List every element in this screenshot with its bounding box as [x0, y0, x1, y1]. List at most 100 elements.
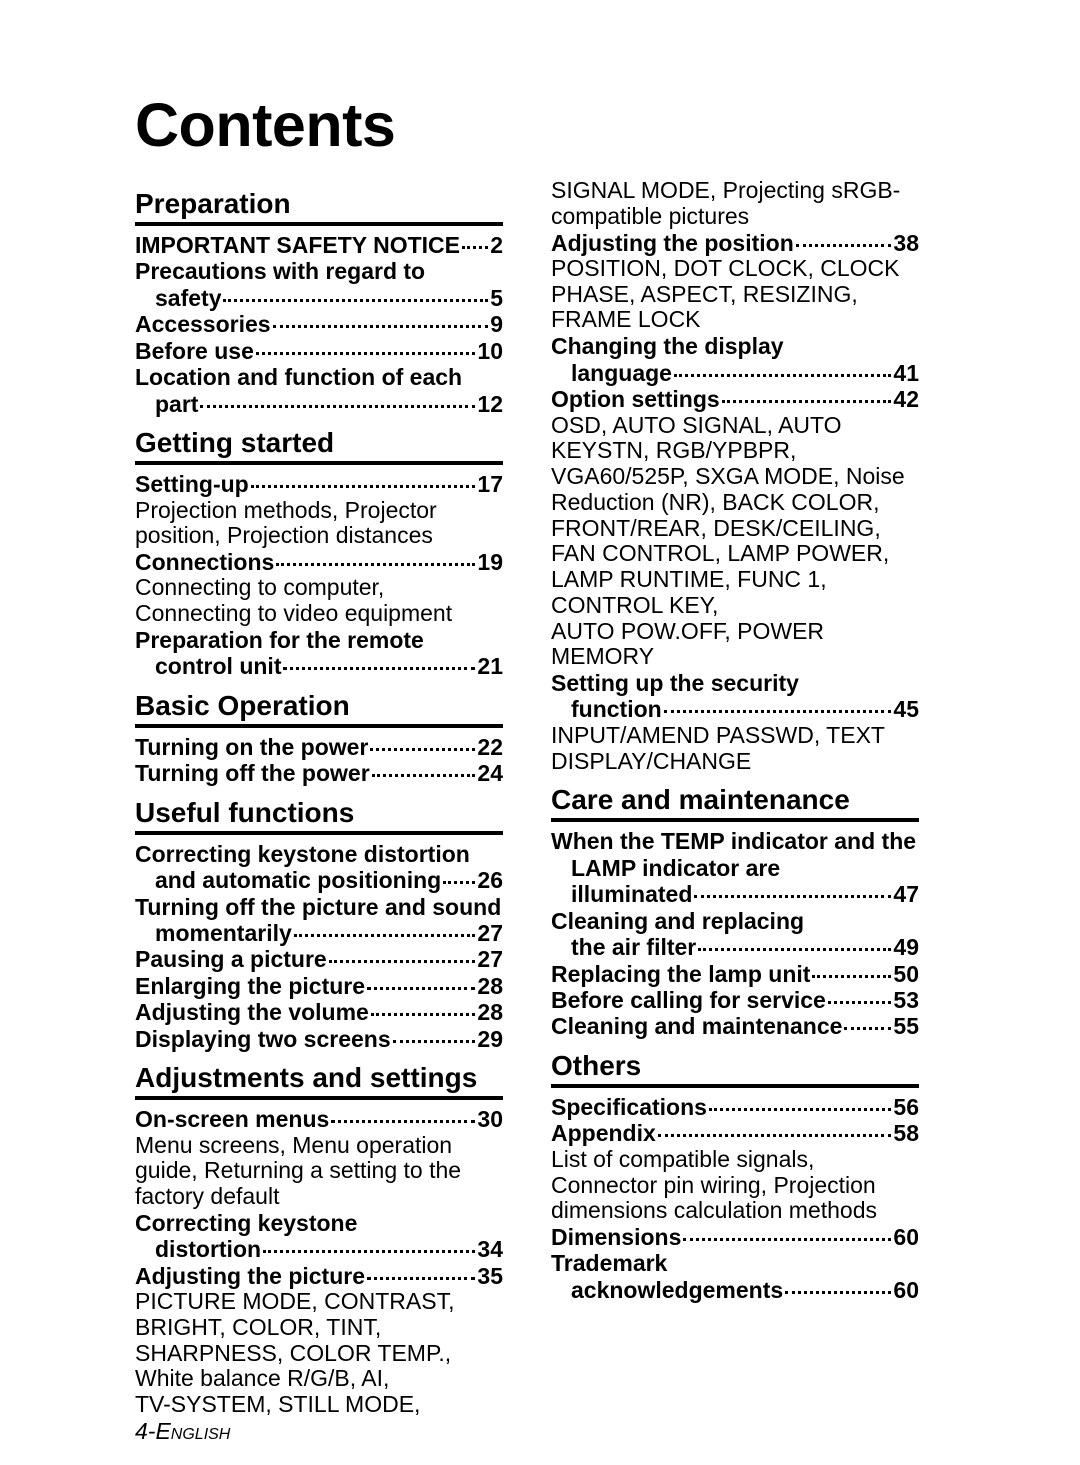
toc-subtext: Projection methods, Projector position, …: [135, 498, 503, 550]
toc-entry: IMPORTANT SAFETY NOTICE 2: [135, 232, 503, 258]
toc-entry: Dimensions60: [551, 1224, 919, 1250]
toc-entry: Before use 10: [135, 338, 503, 364]
toc-entry: Enlarging the picture28: [135, 973, 503, 999]
toc-page-number: 56: [893, 1094, 919, 1120]
toc-entry-label: Adjusting the volume: [135, 999, 369, 1025]
toc-page-number: 10: [477, 338, 503, 364]
toc-subtext: INPUT/AMEND PASSWD, TEXT DISPLAY/CHANGE: [551, 723, 919, 775]
toc-entry-continuation: illuminated47: [551, 881, 919, 907]
toc-page-number: 35: [477, 1263, 503, 1289]
toc-entry-label: Dimensions: [551, 1224, 681, 1250]
section-heading: Care and maintenance: [551, 784, 919, 822]
toc-entry-line: Correcting keystone: [135, 1210, 503, 1236]
toc-page-number: 5: [490, 285, 503, 311]
dot-leader: [331, 1120, 475, 1123]
toc-page-number: 2: [490, 232, 503, 258]
toc-entry: Adjusting the position38: [551, 230, 919, 256]
toc-entry-label: distortion: [155, 1236, 261, 1262]
toc-entry-label: IMPORTANT SAFETY NOTICE: [135, 232, 460, 258]
toc-page-number: 30: [477, 1106, 503, 1132]
toc-entry-label: and automatic positioning: [155, 867, 441, 893]
dot-leader: [263, 1250, 475, 1253]
toc-entry-line: When the TEMP indicator and the: [551, 828, 919, 854]
toc-subtext: List of compatible signals, Connector pi…: [551, 1147, 919, 1224]
dot-leader: [371, 1013, 476, 1016]
toc-entry: Cleaning and maintenance55: [551, 1013, 919, 1039]
toc-subtext: SIGNAL MODE, Projecting sRGB-compatible …: [551, 178, 919, 230]
toc-page-number: 22: [477, 734, 503, 760]
toc-entry-label: Preparation for the remote: [135, 627, 424, 653]
section-heading: Useful functions: [135, 797, 503, 835]
toc-page-number: 29: [477, 1026, 503, 1052]
toc-entry-label: Accessories: [135, 311, 271, 337]
section-heading: Adjustments and settings: [135, 1062, 503, 1100]
toc-entry-label: Location and function of each: [135, 364, 462, 390]
toc-subtext: TV-SYSTEM, STILL MODE,: [135, 1392, 503, 1418]
dot-leader: [329, 960, 476, 963]
toc-entry: Option settings42: [551, 386, 919, 412]
toc-entry-continuation: LAMP indicator are: [551, 855, 919, 881]
dot-leader: [812, 975, 891, 978]
toc-subtext: Connecting to computer, Connecting to vi…: [135, 575, 503, 627]
toc-page-number: 60: [893, 1277, 919, 1303]
toc-entry: Replacing the lamp unit50: [551, 961, 919, 987]
toc-page-number: 9: [490, 311, 503, 337]
dot-leader: [256, 352, 476, 355]
toc-entry-label: momentarily: [155, 920, 292, 946]
toc-page-number: 24: [477, 760, 503, 786]
toc-entry-label: Adjusting the position: [551, 230, 794, 256]
toc-entry-label: Setting up the security: [551, 670, 799, 696]
dot-leader: [273, 325, 489, 328]
toc-entry-label: Cleaning and maintenance: [551, 1013, 842, 1039]
dot-leader: [367, 1277, 475, 1280]
dot-leader: [785, 1291, 891, 1294]
dot-leader: [443, 881, 475, 884]
dot-leader: [223, 299, 488, 302]
section-heading: Getting started: [135, 427, 503, 465]
toc-entry-continuation: momentarily27: [135, 920, 503, 946]
dot-leader: [370, 748, 475, 751]
toc-entry-continuation: function45: [551, 696, 919, 722]
dot-leader: [200, 405, 475, 408]
toc-entry-continuation: part 12: [135, 391, 503, 417]
toc-entry-label: Replacing the lamp unit: [551, 961, 810, 987]
toc-entry-continuation: and automatic positioning26: [135, 867, 503, 893]
toc-entry-line: Changing the display: [551, 333, 919, 359]
dot-leader: [664, 710, 892, 713]
toc-entry-label: Before use: [135, 338, 254, 364]
toc-page-number: 58: [893, 1120, 919, 1146]
toc-entry-label: Changing the display: [551, 333, 784, 359]
toc-entry-label: Before calling for service: [551, 987, 826, 1013]
dot-leader: [694, 895, 891, 898]
toc-entry-label: Correcting keystone distortion: [135, 841, 470, 867]
footer-language: English: [155, 1418, 230, 1444]
toc-page-number: 53: [893, 987, 919, 1013]
toc-page-number: 17: [477, 471, 503, 497]
toc-page-number: 19: [477, 549, 503, 575]
page-root: Contents PreparationIMPORTANT SAFETY NOT…: [0, 0, 1080, 1465]
dot-leader: [658, 1134, 892, 1137]
dot-leader: [674, 374, 891, 377]
toc-entry-label: When the TEMP indicator and the: [551, 828, 916, 854]
toc-entry-label: Connections: [135, 549, 274, 575]
toc-page-number: 41: [893, 360, 919, 386]
dot-leader: [709, 1108, 891, 1111]
toc-page-number: 12: [477, 391, 503, 417]
toc-entry-label: Adjusting the picture: [135, 1263, 365, 1289]
toc-page-number: 28: [477, 999, 503, 1025]
toc-entry: Before calling for service 53: [551, 987, 919, 1013]
toc-entry: Turning on the power22: [135, 734, 503, 760]
toc-entry-label: part: [155, 391, 198, 417]
left-column: PreparationIMPORTANT SAFETY NOTICE2Preca…: [135, 178, 503, 1418]
toc-entry-label: On-screen menus: [135, 1106, 329, 1132]
section-heading: Others: [551, 1050, 919, 1088]
dot-leader: [828, 1001, 892, 1004]
toc-entry-continuation: control unit21: [135, 653, 503, 679]
toc-entry-line: Setting up the security: [551, 670, 919, 696]
toc-entry-label: Cleaning and replacing: [551, 908, 804, 934]
toc-entry: On-screen menus 30: [135, 1106, 503, 1132]
toc-entry: Pausing a picture27: [135, 946, 503, 972]
dot-leader: [283, 667, 475, 670]
toc-entry-label: function: [571, 696, 662, 722]
dot-leader: [683, 1238, 891, 1241]
